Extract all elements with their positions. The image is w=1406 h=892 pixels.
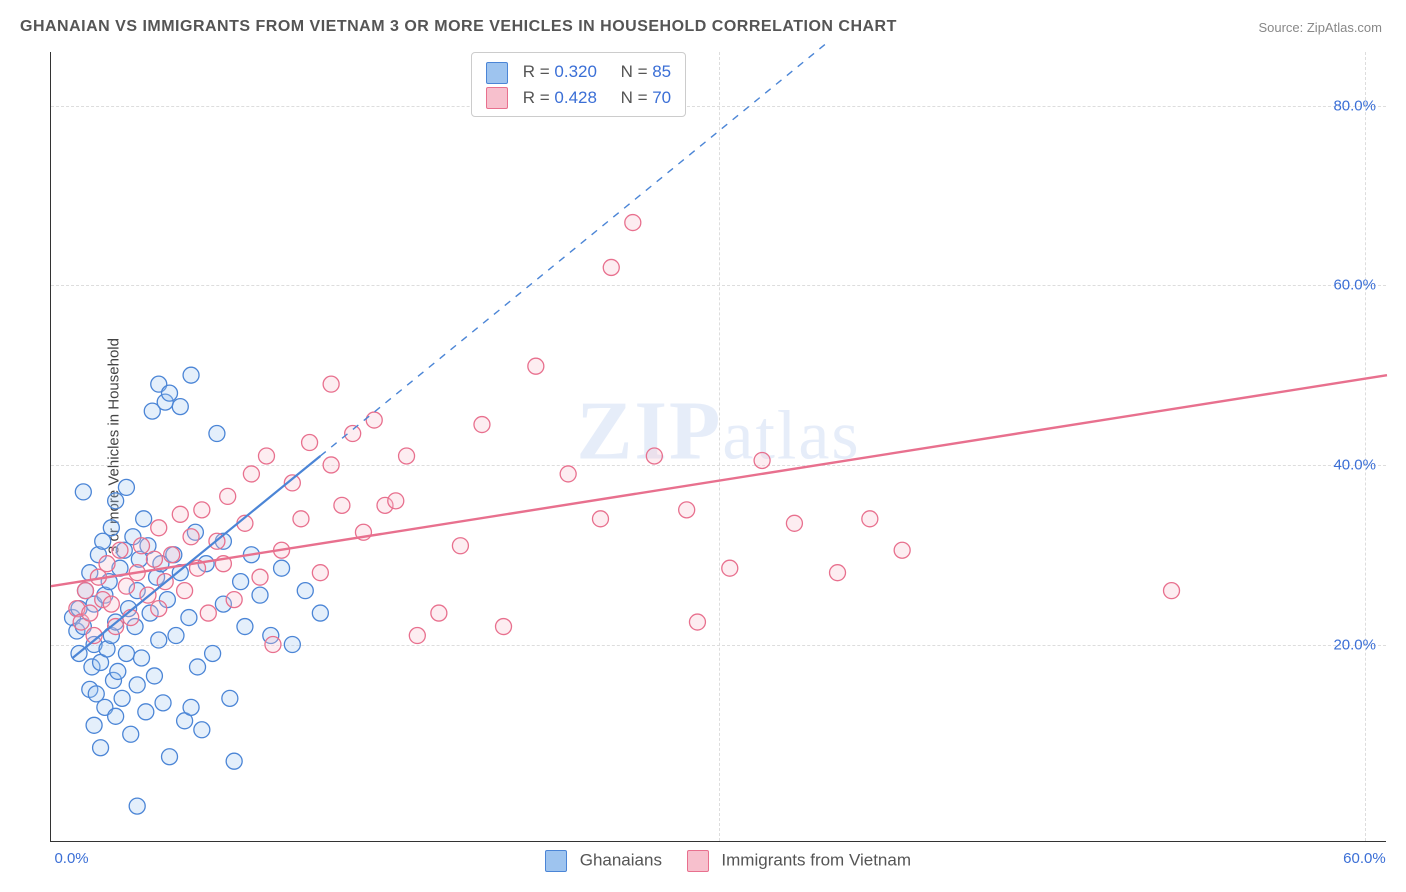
chart-container: GHANAIAN VS IMMIGRANTS FROM VIETNAM 3 OR…	[0, 0, 1406, 892]
legend-label-2: Immigrants from Vietnam	[721, 850, 911, 869]
chart-title: GHANAIAN VS IMMIGRANTS FROM VIETNAM 3 OR…	[20, 18, 897, 36]
stats-legend-box: R = 0.320 N = 85 R = 0.428 N = 70	[471, 52, 686, 117]
n-value-1: 85	[652, 62, 671, 81]
stats-row-1: R = 0.320 N = 85	[486, 59, 671, 85]
r-prefix-1: R =	[523, 62, 555, 81]
n-value-2: 70	[652, 88, 671, 107]
y-tick-label: 20.0%	[1333, 636, 1376, 653]
y-tick-label: 60.0%	[1333, 277, 1376, 294]
r-prefix-2: R =	[523, 88, 555, 107]
swatch-series-1	[486, 62, 508, 84]
plot-area: ZIPatlas R = 0.320 N = 85 R = 0.428 N = …	[50, 52, 1386, 842]
n-prefix-2: N =	[621, 88, 653, 107]
legend-swatch-2	[687, 850, 709, 872]
legend-swatch-1	[545, 850, 567, 872]
stats-row-2: R = 0.428 N = 70	[486, 85, 671, 111]
legend-bottom: Ghanaians Immigrants from Vietnam	[50, 850, 1386, 872]
n-prefix-1: N =	[621, 62, 653, 81]
y-tick-label: 80.0%	[1333, 97, 1376, 114]
source-name: ZipAtlas.com	[1307, 20, 1382, 35]
scatter-svg	[51, 52, 1386, 841]
source-attribution: Source: ZipAtlas.com	[1258, 20, 1382, 35]
source-prefix: Source:	[1258, 20, 1306, 35]
legend-label-1: Ghanaians	[580, 850, 662, 869]
swatch-series-2	[486, 87, 508, 109]
r-value-2: 0.428	[554, 88, 597, 107]
y-tick-label: 40.0%	[1333, 456, 1376, 473]
r-value-1: 0.320	[554, 62, 597, 81]
